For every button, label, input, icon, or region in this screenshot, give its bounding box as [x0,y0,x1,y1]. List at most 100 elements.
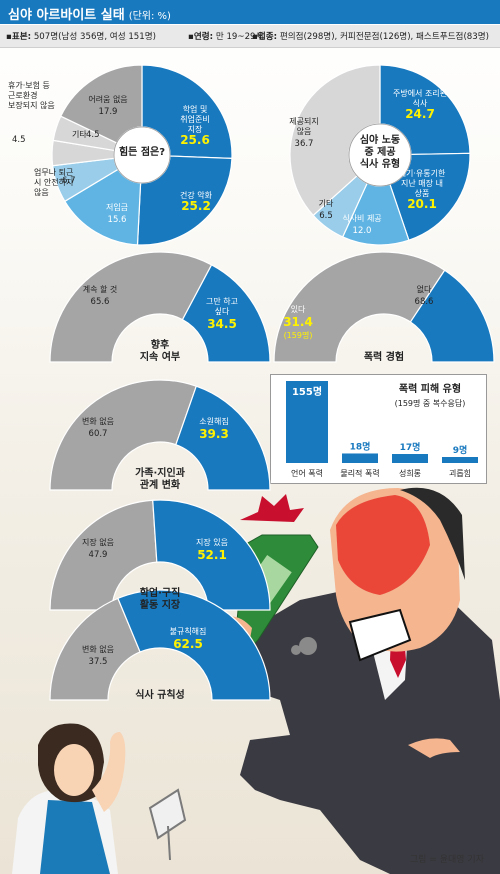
violence-type-bar-0 [286,381,328,463]
meal-slice-value-2: 12.0 [353,226,372,236]
meal-slice-value-1: 20.1 [407,197,437,211]
difficulty-center [113,126,171,184]
angry-puff-small-illustration [291,645,301,655]
meal-slice-value-3: 6.5 [319,211,333,221]
job-info: ▪업종: 편의점(298명), 커피전문점(126명), 패스트푸드점(83명) [252,32,490,42]
relations-value-1: 60.7 [89,429,108,439]
boss-hair-illustration [400,487,465,580]
worker-arm-illustration [92,732,126,812]
continue-slice-0 [181,264,271,363]
difficulty-slice-value-5: 4.5 [12,135,26,145]
violence-type-value-0: 155명 [292,385,322,398]
meals_regular-slice-0 [117,589,271,701]
violence-type-value-1: 18명 [350,440,371,452]
meal-slice-label-1: 폐기·유통기한 지난 매장 내 상품 [399,168,446,198]
violence-label-0: 있다 [291,304,306,314]
violence-type-bar-1 [342,453,378,463]
difficulty-slice-value-4: 4.5 [86,130,100,140]
study-label-0: 지장 있음 [196,537,228,547]
difficulty-slice-label-4: 기타 [72,130,87,139]
violence-slice-0 [409,269,495,363]
continue-value-1: 65.6 [91,297,110,307]
relations-slice-0 [175,385,271,491]
boss-face-red-illustration [336,495,430,595]
meal-center [348,123,412,187]
difficulty-slice-value-2: 15.6 [108,215,127,225]
age-info: ▪연령: 만 19~29세 [188,32,264,42]
violence-slice-1 [273,251,446,363]
continue-label-0: 그만 하고 싶다 [206,296,238,316]
continue-title: 향후 지속 여부 [140,338,180,363]
difficulty-title: 힘든 점은? [119,145,165,158]
continue-slice-1 [49,251,213,363]
study-title: 학업·구직 활동 지장 [140,586,181,611]
counter-illustration [148,788,187,861]
violence-type-title: 폭력 피해 유형 [399,382,461,395]
continue-label-1: 계속 할 것 [83,284,118,294]
boss-body-illustration [232,585,500,874]
meals_regular-value-0: 62.5 [173,637,203,651]
sample-info: ▪표본: 507명(남성 356명, 여성 151명) [6,32,156,42]
survey-info: ▪표본: 507명(남성 356명, 여성 151명) ▪연령: 만 19~29… [0,25,500,48]
difficulty-slice-value-0: 25.6 [180,133,210,147]
meal-slice-label-4: 제공되지 않음 [289,117,318,136]
meal-slice-value-4: 36.7 [295,139,314,149]
anger-mark-illustration [240,494,304,522]
difficulty-slice-label-3: 업무나 퇴근 시 안전하지 않음 [34,168,73,197]
violence-type-category-3: 괴롭힘 [449,468,471,478]
violence-type-category-2: 성희롱 [399,468,421,478]
difficulty-slice-label-2: 저임금 [106,203,128,212]
relations-value-0: 39.3 [199,427,229,441]
difficulty-slice-label-0: 학업 및 취업준비 지장 [180,104,209,134]
continue-value-0: 34.5 [207,317,237,331]
meal-slice-value-0: 24.7 [405,107,435,121]
violence-label-1: 없다 [417,285,432,294]
violence-title: 폭력 경험 [364,350,404,363]
difficulty-slice-value-1: 25.2 [181,199,211,213]
difficulty-slice-value-3: 6.7 [62,176,76,186]
relations-label-0: 소원해짐 [199,416,228,426]
meals_regular-title: 식사 규칙성 [135,688,184,701]
relations-title: 가족·지인과 관계 변화 [135,466,186,491]
violence-value-0: 31.4 [283,315,313,329]
angry-puff-illustration [299,637,317,655]
violence-type-value-2: 17명 [400,441,421,453]
meals_regular-label-0: 불규칙해짐 [170,626,207,636]
meal-slice-label-2: 식사비 제공 [342,214,381,223]
meal-slice-label-0: 주방에서 조리된 식사 [393,88,447,108]
meal-slice-label-3: 기타 [319,199,334,208]
difficulty-slice-value-6: 17.9 [99,107,118,117]
boss-hand-illustration [408,738,460,758]
difficulty-slice-label-6: 어려움 없음 [88,94,127,104]
boss-mouth-illustration [348,608,412,662]
meal-title: 심야 노동 중 제공 식사 유형 [360,133,400,170]
violence-type-category-1: 물리적 폭력 [340,468,379,478]
header-bar: 심야 아르바이트 실태 (단위: %) [0,0,500,24]
study-slice-0 [152,499,271,611]
meals_regular-label-1: 변화 없음 [82,644,114,654]
meals_regular-value-1: 37.5 [89,657,108,667]
violence-type-subtitle: (159명 중 복수응답) [395,398,466,408]
violence-type-category-0: 언어 폭력 [291,468,323,478]
study-slice-1 [49,499,158,611]
violence-value-1: 68.6 [415,297,434,307]
illustration [12,487,500,874]
difficulty-slice-label-5: 휴가·보험 등 근로환경 보장되지 않음 [8,81,55,110]
unit-label: (단위: %) [128,11,171,22]
relations-label-1: 변화 없음 [82,416,114,426]
study-value-0: 52.1 [197,548,227,562]
page-title: 심야 아르바이트 실태 (단위: %) [8,8,171,23]
credit: 그림 = 윤대영 기자 [409,855,484,865]
study-label-1: 지장 없음 [82,537,114,547]
worker-vest-illustration [40,800,110,874]
relations-slice-1 [49,379,198,491]
violence-sub-0: (159명) [284,330,313,340]
violence-type-value-3: 9명 [453,444,468,456]
study-value-1: 47.9 [89,550,108,560]
violence-type-bar-2 [392,454,428,463]
violence-type-bar-3 [442,457,478,463]
difficulty-slice-label-1: 건강 악화 [180,190,213,200]
worker-face-illustration [54,744,94,796]
